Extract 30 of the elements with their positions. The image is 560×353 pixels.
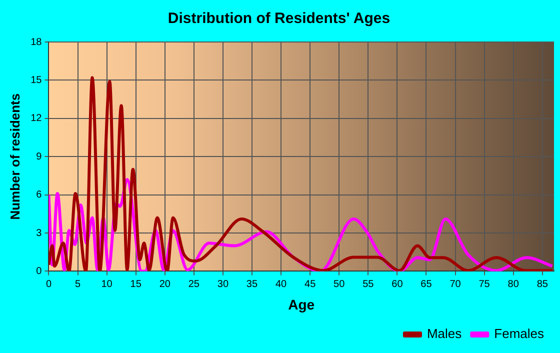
x-tick-label: 70 [450,278,462,290]
x-tick-label: 80 [508,278,520,290]
x-tick-label: 50 [334,278,346,290]
chart-title: Distribution of Residents' Ages [168,10,390,28]
x-tick-label: 75 [478,278,490,290]
x-tick-label: 45 [304,278,316,290]
y-tick-label: 3 [36,228,42,239]
x-tick-label: 15 [130,278,142,290]
x-tick-label: 0 [46,278,52,290]
x-tick-label: 10 [101,278,113,290]
x-tick-label: 65 [420,278,432,290]
y-tick-label: 12 [30,113,42,124]
x-tick-label: 20 [159,278,171,290]
x-tick-label: 35 [246,278,258,290]
x-tick-label: 40 [275,278,288,290]
x-tick-label: 30 [217,278,229,290]
y-tick-label: 6 [36,190,42,201]
legend-label: Males [426,326,462,342]
y-tick-label: 18 [30,36,42,48]
x-axis-title: Age [288,296,315,312]
x-tick-label: 5 [74,278,81,290]
x-tick-label: 25 [188,278,200,290]
x-tick-label: 85 [536,278,548,290]
x-tick-label: 55 [362,278,374,290]
y-axis-title: Number of residents [7,93,22,220]
y-tick-label: 0 [36,266,42,277]
legend-label: Females [494,326,544,342]
y-tick-label: 15 [30,74,42,86]
x-tick-label: 60 [392,278,404,290]
y-tick-label: 9 [36,151,42,162]
